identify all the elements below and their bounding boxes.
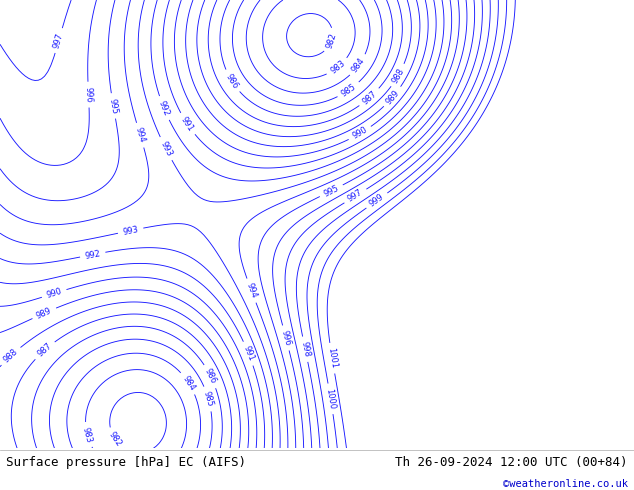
Text: 1001: 1001 — [326, 347, 339, 369]
Text: ©weatheronline.co.uk: ©weatheronline.co.uk — [503, 479, 628, 489]
Text: 982: 982 — [325, 32, 338, 49]
Text: 986: 986 — [224, 72, 240, 90]
Text: 989: 989 — [384, 88, 401, 106]
Text: 989: 989 — [35, 306, 53, 320]
Text: 991: 991 — [179, 115, 195, 133]
Text: 987: 987 — [361, 89, 378, 106]
Text: 990: 990 — [45, 287, 63, 300]
Text: 998: 998 — [299, 341, 311, 358]
Text: 988: 988 — [2, 347, 20, 365]
Text: 999: 999 — [368, 192, 386, 209]
Text: 1000: 1000 — [325, 388, 337, 410]
Text: 990: 990 — [351, 125, 369, 141]
Text: 995: 995 — [322, 183, 340, 198]
Text: 995: 995 — [108, 98, 119, 114]
Text: 996: 996 — [84, 87, 93, 103]
Text: 992: 992 — [157, 99, 171, 117]
Text: 997: 997 — [346, 188, 365, 204]
Text: 986: 986 — [203, 367, 218, 386]
Text: 988: 988 — [391, 66, 406, 85]
Text: 993: 993 — [158, 140, 174, 158]
Text: 985: 985 — [340, 82, 358, 98]
Text: 997: 997 — [52, 32, 65, 49]
Text: 994: 994 — [134, 126, 146, 144]
Text: 984: 984 — [350, 56, 367, 74]
Text: 994: 994 — [245, 282, 259, 299]
Text: 991: 991 — [242, 344, 256, 363]
Text: 992: 992 — [84, 249, 101, 261]
Text: 985: 985 — [202, 390, 215, 408]
Text: Surface pressure [hPa] EC (AIFS): Surface pressure [hPa] EC (AIFS) — [6, 456, 247, 469]
Text: 987: 987 — [36, 342, 53, 359]
Text: 984: 984 — [181, 374, 197, 392]
Text: 996: 996 — [280, 329, 292, 347]
Text: 983: 983 — [81, 426, 94, 444]
Text: Th 26-09-2024 12:00 UTC (00+84): Th 26-09-2024 12:00 UTC (00+84) — [395, 456, 628, 469]
Text: 982: 982 — [107, 430, 123, 448]
Text: 993: 993 — [122, 224, 139, 237]
Text: 983: 983 — [328, 59, 347, 76]
